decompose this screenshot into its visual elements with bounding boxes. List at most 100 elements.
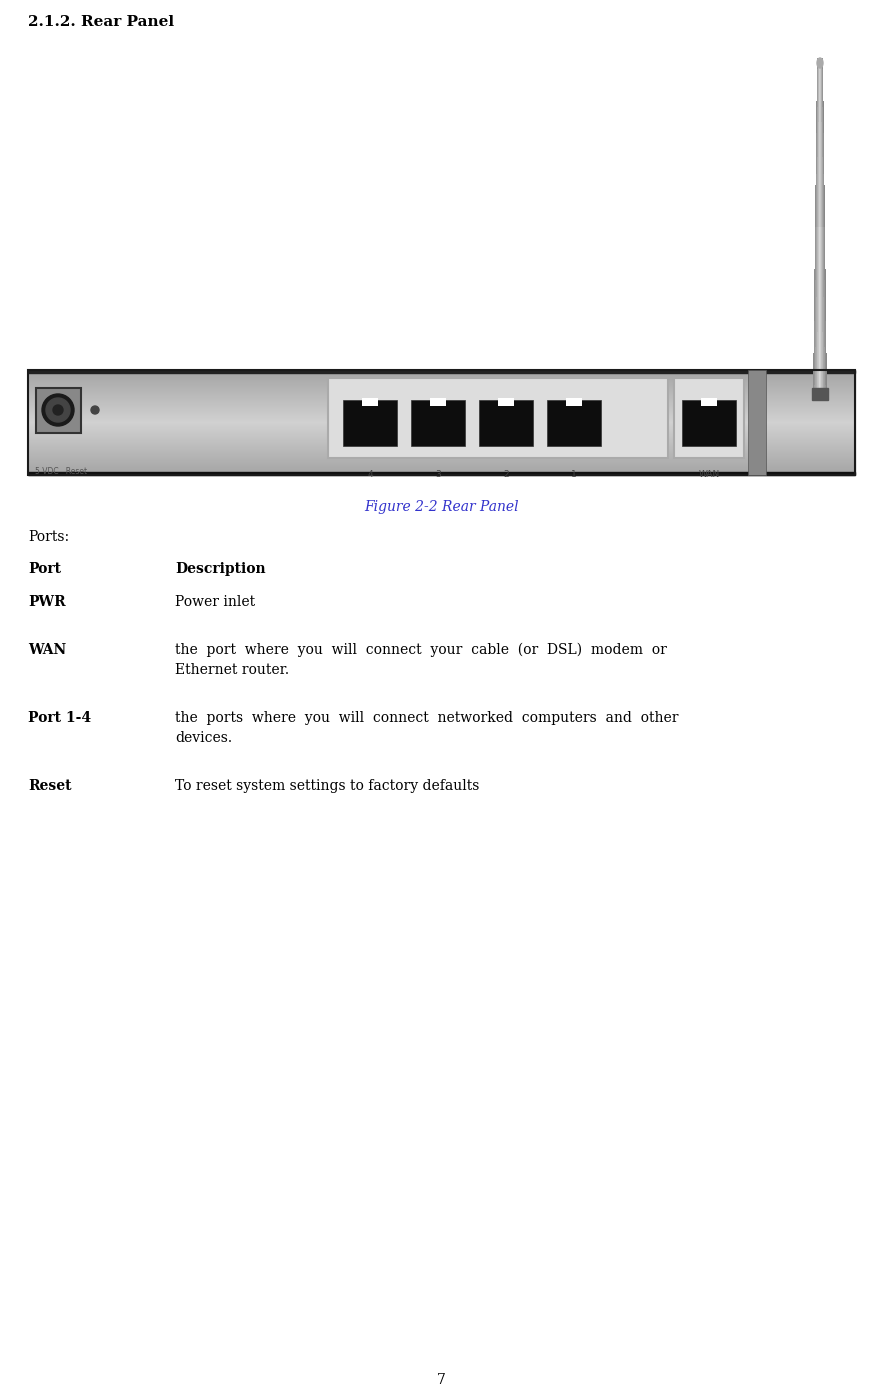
Text: 3: 3	[435, 469, 441, 479]
Bar	[812, 389, 828, 400]
Bar	[28, 474, 855, 475]
Bar	[28, 379, 855, 382]
Bar	[28, 415, 855, 417]
Bar	[28, 383, 855, 384]
Bar	[28, 440, 855, 442]
Bar	[28, 468, 855, 469]
Bar	[28, 372, 855, 373]
Circle shape	[42, 394, 74, 426]
Bar	[28, 369, 855, 371]
Bar	[28, 450, 855, 451]
Bar	[28, 376, 855, 378]
Bar	[28, 411, 855, 412]
Bar	[28, 461, 855, 462]
Circle shape	[53, 405, 63, 415]
Bar	[28, 464, 855, 467]
Bar	[28, 432, 855, 435]
Text: Ports:: Ports:	[28, 529, 69, 545]
Bar	[28, 437, 855, 439]
Bar	[28, 394, 855, 396]
Text: 2.1.2. Rear Panel: 2.1.2. Rear Panel	[28, 15, 174, 29]
Bar	[28, 462, 855, 464]
Bar	[28, 467, 855, 468]
Bar	[28, 471, 855, 472]
Bar	[28, 440, 855, 442]
Bar	[28, 378, 855, 379]
Bar	[28, 465, 855, 467]
Bar	[28, 423, 855, 425]
Text: 5 VDC   Reset: 5 VDC Reset	[35, 467, 87, 476]
Bar	[28, 472, 855, 474]
Bar	[28, 379, 855, 380]
Bar	[28, 390, 855, 391]
Bar	[28, 390, 855, 391]
Bar	[28, 443, 855, 444]
Bar	[343, 400, 397, 446]
Text: 1: 1	[571, 469, 577, 479]
Bar	[28, 380, 855, 382]
Bar	[28, 435, 855, 436]
Text: devices.: devices.	[175, 731, 232, 745]
Bar	[28, 419, 855, 421]
Text: 7: 7	[437, 1373, 446, 1387]
Bar	[28, 400, 855, 401]
Bar	[28, 422, 855, 423]
Bar	[28, 401, 855, 403]
Bar	[28, 453, 855, 454]
Bar	[28, 429, 855, 430]
Bar	[430, 398, 446, 405]
Bar	[28, 401, 855, 403]
Bar	[28, 396, 855, 397]
Text: Ethernet router.: Ethernet router.	[175, 663, 289, 677]
Bar	[701, 398, 717, 405]
Bar	[411, 400, 465, 446]
Bar	[566, 398, 582, 405]
Bar	[674, 378, 744, 458]
Bar	[28, 469, 855, 471]
Bar	[28, 404, 855, 405]
Bar	[28, 426, 855, 428]
Bar	[28, 393, 855, 394]
Bar	[28, 460, 855, 461]
Ellipse shape	[817, 59, 823, 68]
Bar	[28, 407, 855, 408]
Bar	[28, 443, 855, 444]
Bar	[28, 375, 855, 376]
Text: Port: Port	[28, 561, 61, 575]
Bar	[28, 386, 855, 389]
Bar	[28, 411, 855, 412]
Bar	[328, 378, 668, 458]
Text: PWR: PWR	[28, 595, 65, 609]
Circle shape	[46, 398, 70, 422]
Bar	[28, 461, 855, 462]
Bar	[28, 464, 855, 465]
Bar	[28, 430, 855, 432]
Bar	[28, 433, 855, 435]
Bar	[28, 389, 855, 390]
Bar	[28, 447, 855, 449]
Bar	[28, 418, 855, 419]
Bar	[35, 387, 80, 432]
Bar	[28, 422, 855, 423]
Bar	[28, 425, 855, 428]
Bar	[28, 436, 855, 437]
Bar	[28, 412, 855, 414]
Bar	[28, 454, 855, 456]
Bar	[28, 417, 855, 418]
Text: Reset: Reset	[28, 779, 72, 793]
Bar	[28, 444, 855, 446]
Bar	[682, 400, 736, 446]
Circle shape	[91, 405, 99, 414]
Bar	[547, 400, 601, 446]
Bar	[28, 404, 855, 405]
Bar	[28, 472, 855, 475]
Bar	[28, 383, 855, 384]
Bar	[28, 471, 855, 474]
Bar	[28, 371, 855, 373]
Bar	[28, 447, 855, 449]
Bar	[28, 397, 855, 398]
Bar	[498, 398, 514, 405]
Bar	[28, 414, 855, 415]
Text: 4: 4	[367, 469, 373, 479]
Bar	[28, 432, 855, 433]
